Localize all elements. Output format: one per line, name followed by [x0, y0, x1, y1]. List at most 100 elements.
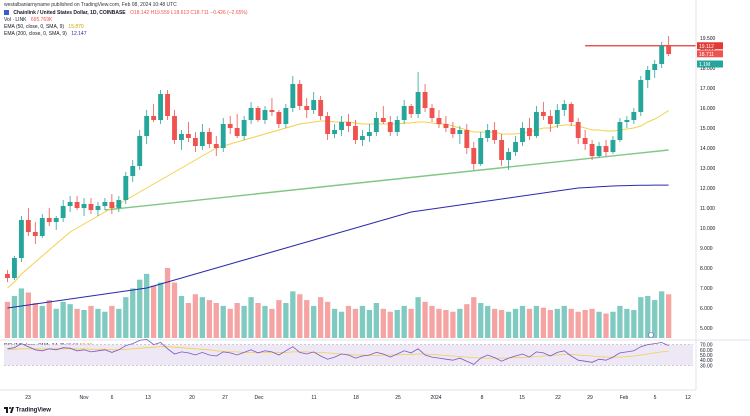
time-tick-label: 13: [145, 395, 151, 401]
candle-body: [380, 118, 386, 122]
volume-bar: [324, 301, 331, 338]
volume-bar: [88, 305, 94, 338]
volume-bar: [192, 294, 199, 338]
volume-bar: [227, 308, 233, 338]
candle-body: [415, 92, 421, 114]
candle-body: [255, 108, 261, 120]
candle-body: [422, 92, 428, 108]
candle-body: [158, 94, 164, 120]
candle-body: [373, 118, 379, 132]
candle-body: [137, 136, 143, 166]
rsi-tick-label: 50.00: [700, 353, 713, 359]
volume-bar: [331, 308, 338, 338]
price-tick-label: 10.000: [700, 226, 716, 232]
time-tick-label: 23: [25, 395, 31, 401]
volume-bar: [74, 308, 80, 338]
volume-bar: [645, 296, 651, 338]
volume-bar: [269, 308, 275, 338]
volume-bar: [283, 303, 289, 338]
volume-bar: [318, 297, 324, 338]
candle-body: [151, 116, 157, 120]
price-tick-label: 7.000: [700, 286, 713, 292]
volume-bar: [568, 308, 574, 338]
volume-bar: [213, 303, 219, 338]
candle-body: [387, 122, 393, 132]
volume-bar: [478, 303, 484, 338]
candle-body: [123, 176, 129, 200]
volume-bar: [11, 296, 18, 338]
volume-bar: [457, 308, 463, 338]
time-tick-label: 22: [555, 395, 561, 401]
volume-bar: [519, 305, 526, 338]
price-tag-label: 1.1M: [699, 62, 710, 68]
candle-body: [53, 218, 59, 222]
price-tick-label: 5.000: [700, 326, 713, 332]
price-tick-label: 16.000: [700, 106, 716, 112]
volume-bar: [443, 310, 449, 338]
candle-body: [631, 112, 637, 120]
volume-bar: [199, 297, 205, 338]
candle-body: [220, 124, 226, 148]
volume-bar: [589, 308, 595, 338]
ema50-value: 15.870: [68, 24, 84, 30]
volume-bar: [39, 305, 45, 338]
candle-body: [192, 138, 198, 146]
candle-body: [179, 134, 184, 140]
volume-label: Vol · LINK: [4, 17, 27, 23]
volume-bar: [603, 313, 609, 338]
time-tick-label: 6: [111, 395, 114, 401]
volume-bar: [652, 300, 658, 338]
candle-body: [248, 108, 254, 120]
volume-bar: [25, 292, 32, 338]
candle-body: [262, 110, 268, 120]
candle-body: [478, 138, 484, 164]
volume-value: 695.769K: [30, 17, 53, 23]
price-tick-label: 19.500: [700, 36, 716, 42]
volume-bar: [624, 308, 630, 338]
volume-bar: [540, 307, 547, 338]
price-tag-label: 19.112: [699, 44, 714, 50]
candle-body: [227, 124, 233, 128]
ema50-line: [7, 110, 669, 289]
volume-bar: [352, 308, 359, 338]
volume-bar: [297, 294, 303, 338]
volume-bar: [575, 311, 581, 338]
candle-body: [318, 100, 324, 116]
candle-body: [554, 110, 560, 124]
volume-bar: [401, 305, 407, 338]
candle-body: [130, 166, 136, 176]
published-note: westalbaniarnyname published on TradingV…: [4, 2, 177, 8]
volume-bar: [144, 273, 150, 338]
rsi-ma-line: [7, 346, 669, 359]
candle-body: [617, 122, 623, 140]
volume-bar: [81, 310, 87, 338]
candle-body: [297, 84, 303, 106]
volume-bar: [596, 311, 602, 338]
candle-body: [582, 138, 588, 144]
volume-bar: [130, 288, 136, 338]
candle-body: [60, 206, 66, 218]
candle-body: [561, 104, 567, 110]
candle-body: [346, 122, 351, 126]
candle-body: [325, 116, 331, 134]
candle-body: [234, 128, 240, 136]
volume-bar: [255, 303, 261, 338]
candle-body: [102, 202, 108, 206]
volume-bar: [234, 303, 240, 338]
rsi-line: [7, 338, 669, 365]
volume-bar: [18, 288, 25, 338]
candle-body: [589, 144, 595, 156]
volume-bar: [512, 308, 519, 338]
candle-body: [450, 128, 456, 134]
support-trendline: [104, 149, 669, 211]
volume-bar: [394, 310, 400, 338]
volume-bar: [450, 311, 456, 338]
volume-bar: [206, 300, 212, 338]
candle-body: [471, 148, 477, 164]
candle-body: [596, 146, 602, 156]
volume-bar: [638, 297, 644, 338]
volume-bar: [109, 305, 115, 338]
price-tick-label: 13.000: [700, 166, 716, 172]
volume-bar: [408, 308, 414, 338]
